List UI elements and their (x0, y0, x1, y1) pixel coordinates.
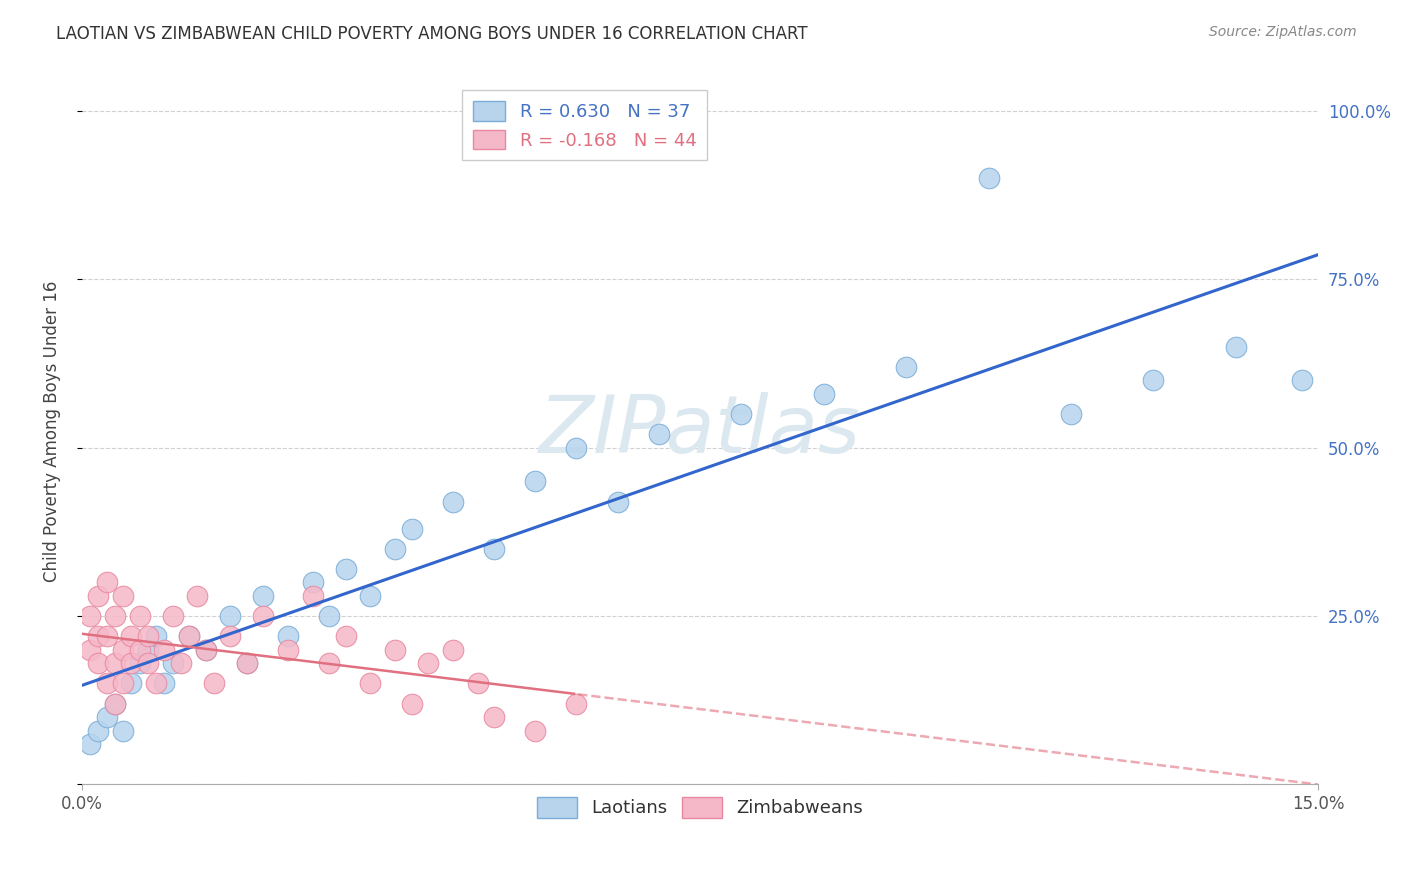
Point (120, 657, 142, 671)
Point (335, 629, 357, 643)
Point (896, 359, 918, 374)
Point (401, 697, 423, 711)
Point (104, 609, 127, 624)
Point (79, 609, 101, 624)
Point (482, 710, 505, 724)
Y-axis label: Child Poverty Among Boys Under 16: Child Poverty Among Boys Under 16 (44, 280, 60, 582)
Point (194, 642, 217, 657)
Point (467, 676, 489, 690)
Point (416, 657, 439, 671)
Legend: Laotians, Zimbabweans: Laotians, Zimbabweans (530, 789, 870, 825)
Point (87, 589, 110, 603)
Point (87, 723, 110, 738)
Point (482, 541, 505, 556)
Point (1291, 373, 1313, 387)
Point (335, 562, 357, 576)
Point (318, 609, 340, 624)
Point (977, 171, 1000, 186)
Point (128, 657, 150, 671)
Point (177, 629, 200, 643)
Point (112, 642, 135, 657)
Point (565, 441, 588, 455)
Point (79, 737, 101, 751)
Point (162, 657, 184, 671)
Point (136, 657, 159, 671)
Point (301, 589, 323, 603)
Point (112, 676, 135, 690)
Point (128, 609, 150, 624)
Point (177, 629, 200, 643)
Point (606, 494, 628, 508)
Point (96, 676, 118, 690)
Point (145, 629, 167, 643)
Point (104, 657, 127, 671)
Point (153, 642, 176, 657)
Point (1142, 373, 1164, 387)
Point (1060, 407, 1083, 421)
Point (96, 575, 118, 590)
Point (648, 427, 671, 442)
Point (87, 657, 110, 671)
Point (136, 629, 159, 643)
Point (219, 609, 242, 624)
Point (252, 609, 274, 624)
Point (359, 589, 381, 603)
Text: ZIPatlas: ZIPatlas (538, 392, 862, 470)
Point (112, 723, 135, 738)
Point (128, 642, 150, 657)
Point (441, 494, 464, 508)
Point (202, 676, 225, 690)
Point (120, 629, 142, 643)
Point (194, 642, 217, 657)
Point (301, 575, 323, 590)
Point (136, 642, 159, 657)
Point (162, 609, 184, 624)
Point (87, 629, 110, 643)
Point (252, 589, 274, 603)
Point (79, 642, 101, 657)
Point (277, 629, 299, 643)
Point (384, 642, 406, 657)
Point (524, 723, 547, 738)
Point (96, 629, 118, 643)
Point (277, 642, 299, 657)
Point (186, 589, 208, 603)
Point (236, 657, 259, 671)
Point (401, 522, 423, 536)
Point (1225, 340, 1247, 354)
Point (104, 697, 127, 711)
Point (441, 642, 464, 657)
Point (96, 710, 118, 724)
Point (524, 475, 547, 489)
Text: Source: ZipAtlas.com: Source: ZipAtlas.com (1209, 25, 1357, 39)
Point (730, 407, 752, 421)
Point (219, 629, 242, 643)
Point (318, 657, 340, 671)
Point (359, 676, 381, 690)
Point (153, 676, 176, 690)
Point (236, 657, 259, 671)
Point (112, 589, 135, 603)
Text: LAOTIAN VS ZIMBABWEAN CHILD POVERTY AMONG BOYS UNDER 16 CORRELATION CHART: LAOTIAN VS ZIMBABWEAN CHILD POVERTY AMON… (56, 25, 808, 43)
Point (565, 697, 588, 711)
Point (384, 541, 406, 556)
Point (120, 676, 142, 690)
Point (170, 657, 193, 671)
Point (145, 676, 167, 690)
Point (813, 387, 835, 401)
Point (104, 697, 127, 711)
